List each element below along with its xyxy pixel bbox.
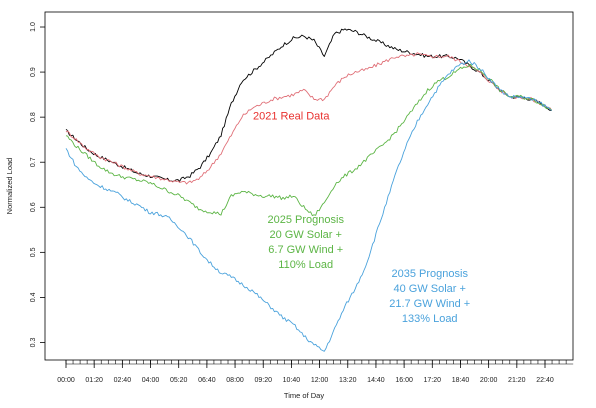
annotation-2-line-2: 20 GW Solar + [270,229,342,241]
x-tick-label: 06:40 [198,377,216,384]
x-tick-label: 18:40 [452,377,470,384]
x-tick-label: 21:20 [508,377,526,384]
series-line-4 [65,59,552,352]
annotation-layer: 2021 Real Data 2025 Prognosis 20 GW Solar … [253,110,470,325]
y-tick-label: 0.7 [30,157,37,167]
x-tick-label: 17:20 [424,377,442,384]
annotation-3-line-4: 133% Load [402,313,458,325]
x-tick-label: 01:20 [85,377,103,384]
x-tick-label: 20:00 [480,377,498,384]
x-tick-label: 22:40 [536,377,554,384]
series-layer [65,28,553,352]
x-tick-label: 04:00 [142,377,160,384]
x-tick-label: 10:40 [283,377,301,384]
x-tick-label: 00:00 [57,377,75,384]
annotation-2-line-4: 110% Load [278,259,333,271]
y-axis: 0.3 0.4 0.5 0.6 0.7 0.8 0.9 1.0 [30,22,45,347]
x-tick-label: 12:00 [311,377,329,384]
x-tick-label: 14:40 [367,377,385,384]
x-axis: 00:00 01:20 02:40 04:00 05:20 06:40 08:00 09:20… [57,360,574,384]
x-tick-label: 02:40 [114,377,132,384]
y-tick-label: 0.5 [30,247,37,257]
y-tick-label: 0.8 [30,112,37,122]
y-tick-label: 0.9 [30,67,37,77]
annotation-3-line-2: 40 GW Solar + [394,283,466,295]
x-tick-label: 16:00 [395,377,413,384]
series-line-2 [65,52,553,185]
x-tick-label: 08:00 [226,377,244,384]
annotation-1-line-1: 2021 Real Data [253,110,330,122]
x-tick-label: 13:20 [339,377,357,384]
annotation-3-line-1: 2035 Prognosis [392,268,469,280]
annotation-2-line-3: 6.7 GW Wind + [268,244,343,256]
annotation-2-line-1: 2025 Prognosis [268,214,345,226]
x-tick-label: 05:20 [170,377,188,384]
series-line-1 [65,28,552,182]
series-line-3 [65,63,553,217]
annotation-3-line-3: 21.7 GW Wind + [389,298,470,310]
x-tick-label: 09:20 [254,377,272,384]
y-tick-label: 0.3 [30,338,37,348]
y-axis-title: Normalized Load [5,158,14,215]
y-tick-label: 0.4 [30,292,37,302]
x-axis-title: Time of Day [284,391,324,400]
y-tick-label: 1.0 [30,22,37,32]
plot-frame [44,11,574,361]
y-tick-label: 0.6 [30,202,37,212]
